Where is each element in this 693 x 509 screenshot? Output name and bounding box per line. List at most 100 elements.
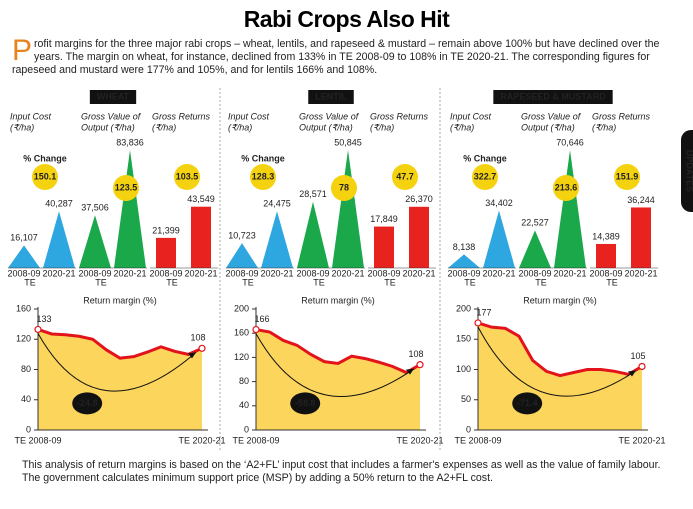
x-tick-label: TE 2008-09 bbox=[454, 435, 501, 445]
x-tick-label: 2020-21 bbox=[260, 268, 293, 278]
x-sublabel: TE bbox=[166, 277, 178, 287]
triangle-mark bbox=[554, 150, 586, 268]
trend-arrow bbox=[37, 333, 197, 392]
group-label: (₹/ha) bbox=[450, 122, 474, 132]
group-label: Input Cost bbox=[450, 111, 492, 121]
y-tick-label: 0 bbox=[244, 424, 249, 434]
group-label: (₹/ha) bbox=[592, 122, 616, 132]
change-value: 103.5 bbox=[176, 171, 199, 181]
chart-title: Return margin (%) bbox=[523, 295, 597, 305]
change-badge bbox=[113, 175, 139, 201]
change-badge bbox=[331, 175, 357, 201]
page-title: Rabi Crops Also Hit bbox=[243, 6, 450, 32]
arrow-head bbox=[188, 352, 196, 359]
x-tick-label: 2020-21 bbox=[184, 268, 217, 278]
bar bbox=[374, 226, 394, 268]
value-label: 37,506 bbox=[81, 203, 109, 213]
value-label: 50,845 bbox=[334, 137, 362, 147]
x-sublabel: TE bbox=[313, 277, 325, 287]
y-tick-label: 80 bbox=[21, 364, 31, 374]
x-tick-label: 2008-09 bbox=[149, 268, 182, 278]
x-tick-label: TE 2008-09 bbox=[14, 435, 61, 445]
change-badge bbox=[392, 164, 418, 190]
change-value: 123.5 bbox=[115, 182, 138, 192]
triangle-mark bbox=[332, 150, 364, 268]
y-tick-label: 120 bbox=[234, 352, 249, 362]
panel-title-box bbox=[308, 90, 354, 104]
group-label: Input Cost bbox=[228, 111, 270, 121]
line bbox=[255, 328, 421, 375]
area bbox=[38, 329, 202, 430]
x-tick-label: TE 2020-21 bbox=[396, 435, 443, 445]
y-tick-label: 160 bbox=[234, 328, 249, 338]
y-tick-label: 120 bbox=[16, 334, 31, 344]
panel-title-box bbox=[493, 90, 613, 104]
trend-arrow bbox=[477, 326, 637, 397]
y-tick-label: 100 bbox=[456, 364, 471, 374]
y-tick-label: 40 bbox=[21, 394, 31, 404]
value-label: 24,475 bbox=[263, 199, 291, 209]
x-tick-label: 2020-21 bbox=[553, 268, 586, 278]
value-label: 34,402 bbox=[485, 198, 513, 208]
bar bbox=[596, 243, 616, 268]
value-label: 16,107 bbox=[10, 233, 38, 243]
x-sublabel: TE bbox=[24, 277, 36, 287]
bar bbox=[156, 237, 176, 268]
triangle-mark bbox=[226, 243, 258, 268]
x-tick-label: 2020-21 bbox=[331, 268, 364, 278]
change-value: 213.6 bbox=[555, 182, 578, 192]
y-tick-label: 160 bbox=[16, 303, 31, 313]
end-label: 108 bbox=[190, 333, 205, 343]
side-tab bbox=[681, 130, 693, 212]
y-tick-label: 0 bbox=[26, 424, 31, 434]
triangle-mark bbox=[483, 210, 515, 268]
end-label: 133 bbox=[36, 314, 51, 324]
group-label: Gross Returns bbox=[152, 111, 211, 121]
triangle-mark bbox=[519, 230, 551, 268]
end-point bbox=[198, 344, 206, 352]
x-tick-label: 2008-09 bbox=[225, 268, 258, 278]
value-label: 83,836 bbox=[116, 137, 144, 147]
value-label: 8,138 bbox=[453, 242, 476, 252]
group-label: Output (₹/ha) bbox=[299, 122, 353, 132]
group-label: Gross Value of bbox=[299, 111, 360, 121]
x-tick-label: 2020-21 bbox=[113, 268, 146, 278]
change-value: -71.4 bbox=[517, 398, 538, 408]
group-label: (₹/ha) bbox=[152, 122, 176, 132]
y-tick-label: 200 bbox=[234, 303, 249, 313]
group-label: Output (₹/ha) bbox=[81, 122, 135, 132]
triangle-mark bbox=[297, 201, 329, 268]
group-label: Gross Returns bbox=[592, 111, 651, 121]
group-label: Output (₹/ha) bbox=[521, 122, 575, 132]
intro: Profit margins for the three major rabi … bbox=[12, 34, 660, 76]
x-tick-label: 2020-21 bbox=[402, 268, 435, 278]
line bbox=[477, 321, 643, 378]
change-value: -24.8 bbox=[77, 398, 98, 408]
change-badge bbox=[614, 164, 640, 190]
side-tab-label: UPDATES bbox=[685, 150, 693, 192]
triangle-mark bbox=[43, 211, 75, 268]
y-tick-label: 0 bbox=[466, 424, 471, 434]
group-label: Gross Returns bbox=[370, 111, 429, 121]
x-tick-label: 2008-09 bbox=[447, 268, 480, 278]
chart-title: Return margin (%) bbox=[83, 295, 157, 305]
x-sublabel: TE bbox=[242, 277, 254, 287]
y-tick-label: 80 bbox=[239, 376, 249, 386]
value-label: 43,549 bbox=[187, 194, 215, 204]
panel-title: WHEAT bbox=[97, 91, 130, 101]
x-sublabel: TE bbox=[464, 277, 476, 287]
x-tick-label: 2008-09 bbox=[589, 268, 622, 278]
x-tick-label: 2008-09 bbox=[367, 268, 400, 278]
line bbox=[37, 327, 203, 360]
chart-title: Return margin (%) bbox=[301, 295, 375, 305]
value-label: 70,646 bbox=[556, 137, 584, 147]
x-tick-label: 2020-21 bbox=[482, 268, 515, 278]
y-tick-label: 40 bbox=[239, 400, 249, 410]
x-tick-label: TE 2020-21 bbox=[618, 435, 665, 445]
group-label: (₹/ha) bbox=[228, 122, 252, 132]
change-badge bbox=[72, 392, 103, 415]
end-label: 108 bbox=[408, 349, 423, 359]
end-point bbox=[474, 319, 482, 327]
